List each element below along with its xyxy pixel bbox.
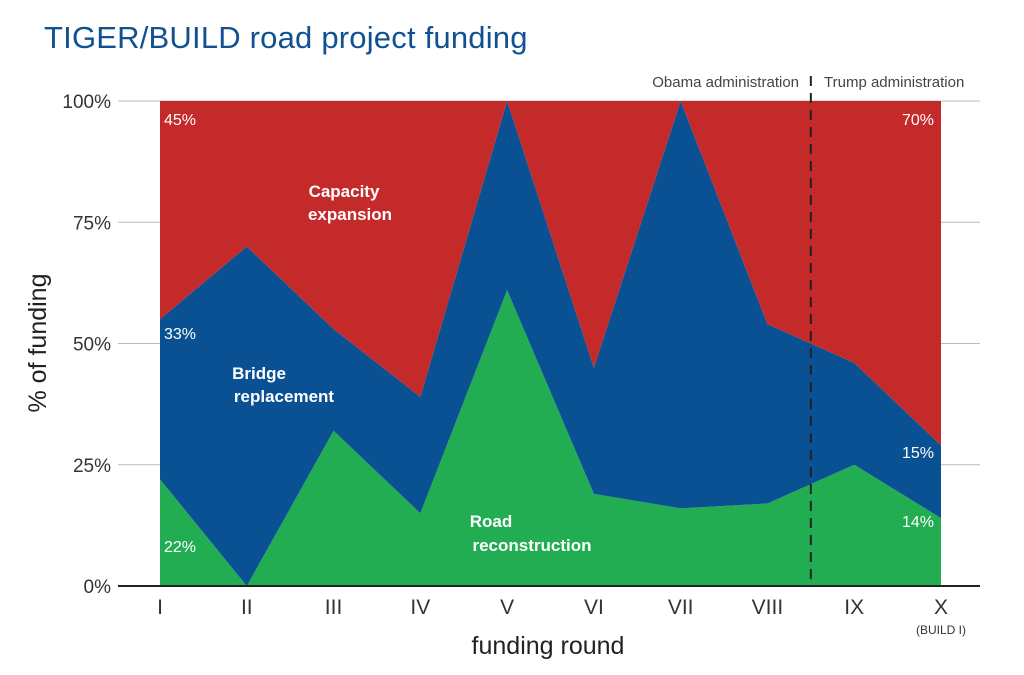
capacity-area-label-line2: expansion	[308, 205, 392, 224]
road-area-label-line1: Road	[470, 512, 513, 531]
x-tick-label: III	[325, 596, 343, 619]
y-tick-label: 50%	[73, 335, 111, 356]
capacity-area-label-line1: Capacity	[309, 182, 380, 201]
area-capacity-expansion	[160, 101, 941, 446]
data-label-bridge-last: 15%	[902, 445, 934, 462]
region-label-right: Trump administration	[824, 74, 964, 91]
bridge-area-label-line2: replacement	[234, 387, 334, 406]
x-tick-label: IX	[844, 596, 864, 619]
chart-title: TIGER/BUILD road project funding	[44, 20, 528, 55]
y-tick-label: 0%	[84, 577, 112, 598]
x-tick-labels: I II III IV V VI VII VIII IX X	[157, 596, 948, 619]
bridge-area-label-line1: Bridge	[232, 364, 286, 383]
data-label-road-last: 14%	[902, 514, 934, 531]
data-label-capacity-first: 45%	[164, 112, 196, 129]
x-tick-label: II	[241, 596, 253, 619]
area-bridge-replacement	[160, 101, 941, 586]
x-tick-note: (BUILD I)	[916, 623, 966, 637]
x-tick-label: X	[934, 596, 948, 619]
x-tick-label: VII	[668, 596, 694, 619]
x-tick-label: IV	[410, 596, 430, 619]
x-tick-label: VI	[584, 596, 604, 619]
x-tick-label: VIII	[752, 596, 784, 619]
areas	[160, 101, 941, 586]
y-tick-label: 100%	[62, 92, 111, 113]
area-road-reconstruction	[160, 290, 941, 586]
x-tick-label: I	[157, 596, 163, 619]
region-label-left: Obama administration	[652, 74, 799, 91]
data-label-bridge-first: 33%	[164, 326, 196, 343]
y-tick-label: 25%	[73, 456, 111, 477]
x-tick-label: V	[500, 596, 514, 619]
y-tick-labels: 0% 25% 50% 75% 100%	[62, 92, 111, 598]
data-label-road-first: 22%	[164, 539, 196, 556]
y-axis-label: % of funding	[24, 274, 52, 413]
road-area-label-line2: reconstruction	[472, 536, 591, 555]
data-label-capacity-last: 70%	[902, 112, 934, 129]
y-tick-label: 75%	[73, 213, 111, 234]
x-axis-label: funding round	[472, 632, 625, 660]
